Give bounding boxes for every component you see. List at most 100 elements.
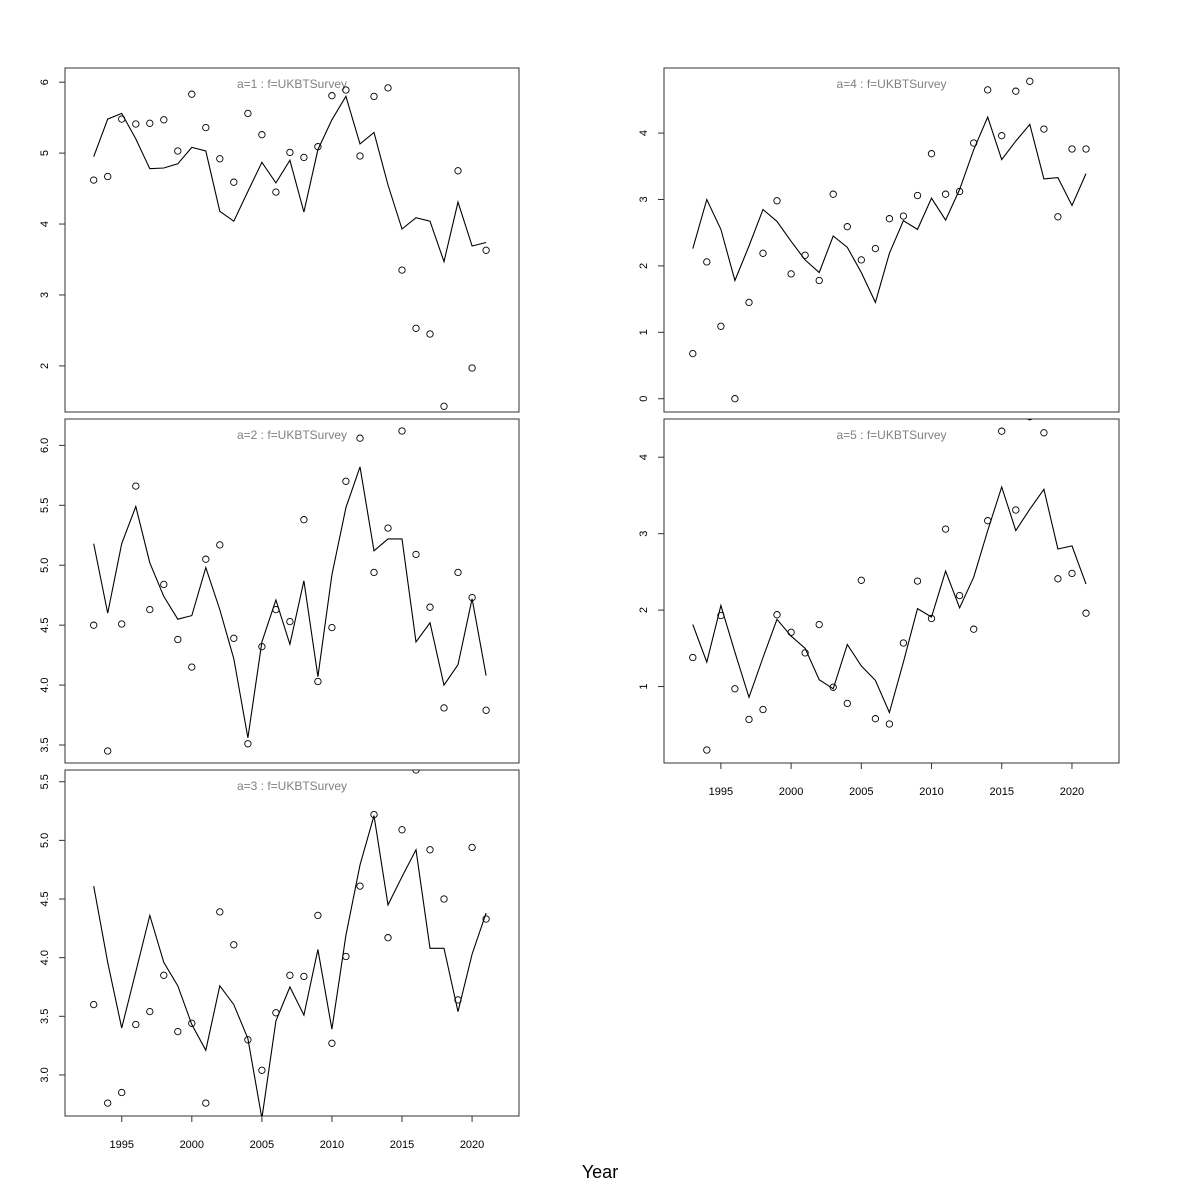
y-tick-label: 3.5 — [39, 1009, 51, 1024]
y-tick-label: 5.5 — [39, 498, 51, 513]
observed-point — [118, 115, 126, 123]
observed-point — [230, 178, 238, 186]
fitted-line — [93, 815, 487, 1116]
observed-point — [885, 215, 894, 223]
observed-point — [328, 92, 336, 100]
observed-point — [998, 427, 1006, 435]
observed-point — [984, 517, 992, 525]
observed-point — [1068, 145, 1076, 153]
observed-point — [104, 1099, 112, 1107]
panel-title: a=5 : f=UKBTSurvey — [836, 428, 946, 442]
panels: a=1 : f=UKBTSurvey 2 3 4 5 6 a=2 : f=UKBTSurve… — [39, 67, 1120, 1151]
y-tick-label: 1 — [638, 683, 650, 689]
panel-5: a=5 : f=UKBTSurvey 1 2 3 4 1995 2000 2005 2010 20… — [638, 418, 1120, 798]
observed-point — [300, 972, 308, 981]
y-tick-label: 5.0 — [39, 833, 51, 848]
observed-point — [216, 541, 224, 549]
observed-point — [843, 223, 851, 231]
observed-point — [717, 611, 725, 620]
observed-point — [398, 266, 406, 274]
observed-point — [454, 996, 462, 1004]
x-tick-label: 2005 — [849, 786, 873, 798]
y-tick-label: 3.0 — [39, 1067, 51, 1082]
observed-point — [941, 190, 950, 198]
observed-point — [286, 617, 294, 626]
observed-point — [146, 1007, 154, 1016]
observed-point — [356, 152, 364, 160]
observed-point — [689, 349, 697, 358]
observed-point — [342, 86, 350, 94]
panel-3: a=3 : f=UKBTSurvey 3.0 3.5 4.0 4.5 5.0 5.5 1995… — [39, 769, 520, 1151]
observed-point — [272, 1009, 280, 1017]
x-tick-label: 2010 — [320, 1139, 344, 1151]
observed-point — [384, 524, 392, 532]
observed-point — [773, 197, 781, 205]
observed-point — [258, 643, 266, 651]
observed-point — [202, 1099, 210, 1107]
observed-point — [745, 715, 753, 724]
panel-title: a=2 : f=UKBTSurvey — [237, 428, 347, 442]
observed-point — [913, 577, 922, 585]
observed-point — [426, 846, 434, 854]
observed-point — [731, 685, 739, 693]
observed-point — [370, 568, 378, 577]
y-tick-label: 4 — [638, 454, 650, 460]
observed-point — [118, 620, 126, 628]
observed-point — [188, 90, 196, 98]
observed-point — [689, 653, 697, 662]
observed-point — [174, 147, 182, 155]
observed-point — [188, 1019, 196, 1027]
y-tick-label: 2 — [638, 263, 650, 269]
x-tick-label: 2015 — [390, 1139, 414, 1151]
panel-frame — [663, 418, 1120, 764]
observed-point — [118, 1088, 126, 1097]
observed-point — [244, 740, 252, 748]
x-tick-label: 2020 — [460, 1139, 484, 1151]
observed-point — [132, 482, 140, 490]
observed-point — [731, 395, 739, 403]
observed-point — [244, 1036, 252, 1044]
observed-point — [384, 934, 392, 942]
observed-point — [132, 120, 140, 128]
observed-point — [1026, 419, 1033, 421]
observed-point — [1012, 506, 1020, 514]
y-tick-label: 3 — [638, 531, 650, 537]
observed-point — [815, 276, 823, 285]
observed-point — [970, 139, 978, 147]
observed-point — [1040, 125, 1048, 133]
observed-point — [899, 639, 908, 647]
x-tick-label: 2015 — [989, 786, 1013, 798]
observed-point — [314, 677, 322, 686]
observed-point — [272, 188, 280, 196]
panel-plot-area — [90, 84, 490, 410]
observed-point — [1082, 145, 1090, 153]
observed-point — [132, 1020, 140, 1029]
y-tick-label: 4 — [638, 130, 650, 136]
observed-point — [1054, 575, 1062, 583]
observed-point — [146, 119, 154, 127]
observed-point — [300, 516, 308, 524]
x-axis-label: Year — [582, 1162, 618, 1182]
observed-point — [717, 322, 725, 330]
observed-point — [426, 603, 434, 611]
observed-point — [286, 148, 294, 157]
panel-plot-area — [90, 427, 490, 755]
observed-point — [482, 706, 490, 714]
observed-point — [244, 109, 252, 118]
observed-point — [370, 92, 378, 101]
y-tick-label: 2 — [39, 363, 51, 369]
panel-plot-area — [689, 419, 1090, 754]
observed-point — [174, 1027, 182, 1036]
observed-point — [899, 212, 908, 220]
observed-point — [230, 634, 238, 642]
observed-point — [104, 747, 112, 755]
y-tick-label: 5.0 — [39, 558, 51, 573]
observed-point — [314, 143, 322, 151]
panel-plot-area — [90, 770, 490, 1116]
observed-point — [300, 153, 308, 162]
panel-title: a=4 : f=UKBTSurvey — [836, 77, 946, 91]
observed-point — [90, 1000, 98, 1009]
observed-point — [146, 605, 154, 614]
observed-point — [398, 427, 406, 435]
